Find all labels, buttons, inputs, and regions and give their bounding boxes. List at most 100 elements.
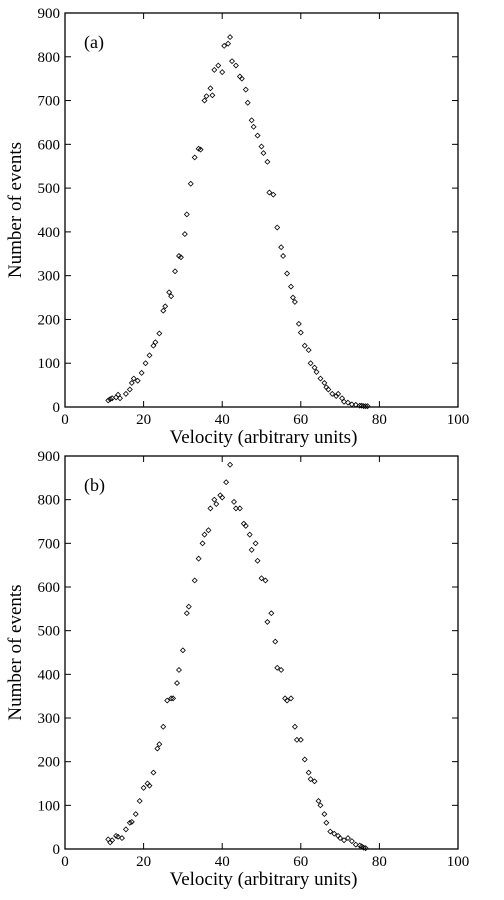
data-point-a [162,303,169,310]
data-point-b [321,811,328,818]
data-point-b [301,756,308,763]
y-tick-label: 600 [38,580,61,596]
y-tick-label: 900 [38,449,61,465]
y-tick-label: 500 [38,624,61,640]
data-point-a [150,342,157,349]
data-point-b [132,811,139,818]
plot-frame [64,455,459,850]
y-tick-label: 800 [38,50,61,66]
data-point-a [244,99,251,106]
data-point-b [337,835,344,842]
data-point-b [272,638,279,645]
data-point-b [122,826,129,833]
y-tick-label: 600 [38,137,61,153]
x-tick-label: 0 [61,412,69,428]
y-tick-label: 700 [38,94,61,110]
data-point-a [187,180,194,187]
data-point-a [317,375,324,382]
data-point-b [242,522,249,529]
data-point-b [307,776,314,783]
data-point-b [327,828,334,835]
data-point-b [262,577,269,584]
data-point-a [341,398,347,405]
x-axis-title: Velocity (arbitrary units) [170,869,358,890]
data-point-b [293,736,300,743]
data-point-b [211,496,218,503]
data-point-b [252,540,259,547]
data-point-a [288,283,294,290]
data-point-b [164,697,171,704]
data-point-a [321,379,328,386]
data-point-a [284,270,291,277]
data-point-a [258,143,265,150]
data-point-a [168,293,175,300]
data-point-a [248,117,255,124]
data-point-a [172,268,179,275]
data-point-a [344,399,351,406]
data-point-a [289,294,296,301]
x-tick-label: 80 [372,412,387,428]
x-tick-label: 80 [372,854,387,870]
data-point-a [311,364,318,371]
data-point-a [264,158,271,165]
data-point-a [156,330,163,337]
data-point-a [266,189,273,196]
data-point-a [134,377,141,384]
x-tick-label: 0 [61,854,69,870]
y-tick-label: 200 [38,312,61,328]
data-point-a [115,391,122,398]
data-point-b [109,837,116,844]
y-tick-label: 800 [38,493,61,509]
data-point-a [166,289,173,296]
data-point-a [211,66,218,73]
data-point-b [115,833,122,840]
data-point-a [325,386,332,393]
data-point-a [358,402,365,409]
data-point-b [248,546,255,553]
data-point-a [333,393,340,400]
y-tick-label: 500 [38,181,61,197]
y-tick-label: 0 [53,842,61,858]
data-point-a [280,253,287,259]
data-point-a [215,62,222,69]
x-tick-label: 40 [215,854,230,870]
panel-b-chart: 0 20 40 60 80 100 0 100 200 300 400 500 600 700 800 900… [5,449,469,890]
data-point-b [105,836,112,843]
y-tick-label: 100 [38,356,61,372]
data-point-b [191,577,198,584]
data-point-b [140,784,147,791]
data-point-b [160,723,167,730]
x-tick-label: 100 [447,854,470,870]
y-axis-title: Number of events [5,142,26,278]
data-point-b [274,664,281,671]
data-point-b [317,802,324,809]
panel-label: (b) [84,475,105,496]
data-point-b [311,778,318,785]
data-point-a [130,375,137,382]
data-point-b [288,695,294,702]
data-point-b [195,555,202,562]
data-point-a [107,396,114,403]
x-tick-label: 20 [136,412,151,428]
data-point-a [270,191,277,198]
y-tick-label: 900 [38,6,61,22]
data-point-b [223,479,230,486]
data-point-b [136,798,143,804]
data-point-b [268,610,275,617]
data-point-b [254,557,261,564]
y-tick-label: 100 [38,798,61,814]
data-point-a [356,402,363,409]
plot-frame [64,12,459,408]
data-point-b [199,540,206,547]
data-point-b [264,618,271,625]
data-point-a [219,69,226,76]
data-point-b [360,844,367,851]
data-point-b [168,695,175,702]
data-point-a [242,86,249,93]
data-point-b [156,741,163,748]
data-point-b [352,841,359,848]
data-point-a [329,390,336,397]
data-point-a [122,390,129,397]
y-axis-title: Number of events [5,584,26,720]
x-tick-label: 60 [293,412,308,428]
